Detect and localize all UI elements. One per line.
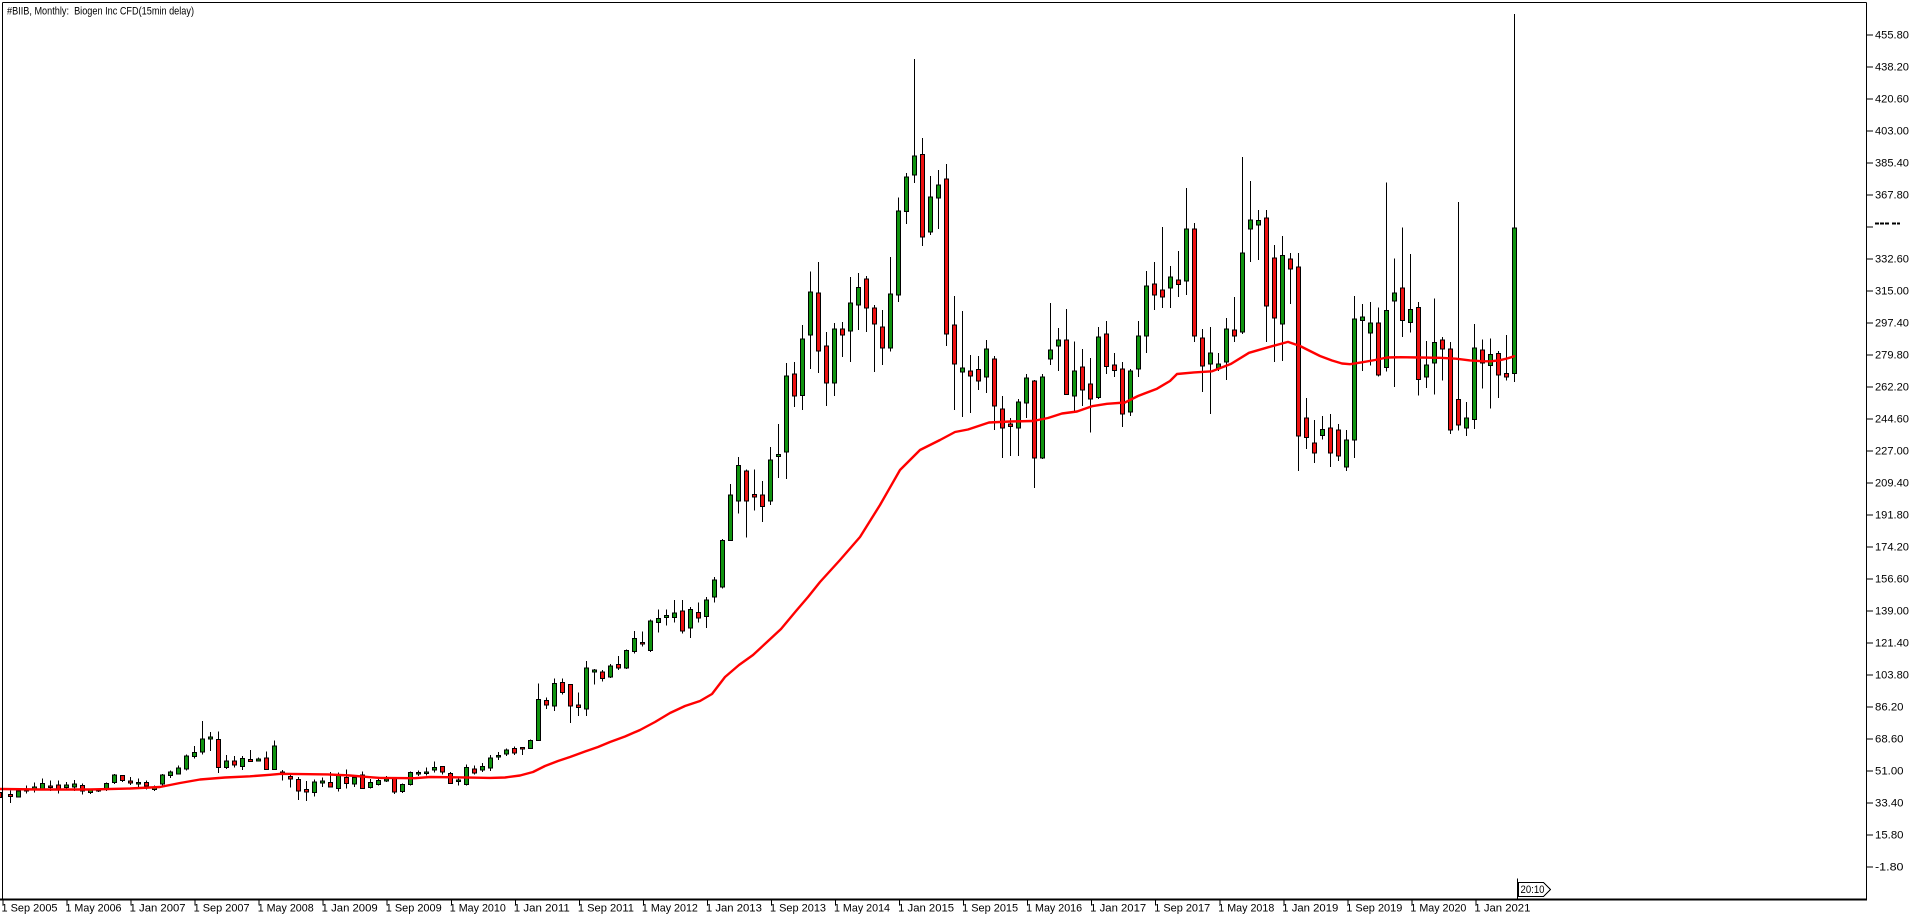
svg-text:15.80: 15.80	[1875, 830, 1904, 842]
svg-text:420.60: 420.60	[1875, 94, 1909, 106]
svg-text:51.00: 51.00	[1875, 766, 1904, 778]
svg-text:1 Jan 2021: 1 Jan 2021	[1474, 903, 1530, 915]
svg-text:279.80: 279.80	[1875, 350, 1909, 362]
svg-text:20:10: 20:10	[1521, 884, 1545, 896]
svg-text:174.20: 174.20	[1875, 542, 1909, 554]
svg-text:68.60: 68.60	[1875, 734, 1904, 746]
svg-text:367.80: 367.80	[1875, 190, 1909, 202]
svg-text:1 Sep 2009: 1 Sep 2009	[386, 903, 442, 915]
svg-text:1 Jan 2011: 1 Jan 2011	[514, 903, 570, 915]
svg-text:86.20: 86.20	[1875, 702, 1904, 714]
svg-text:315.00: 315.00	[1875, 286, 1909, 298]
svg-text:385.40: 385.40	[1875, 158, 1909, 170]
svg-text:438.20: 438.20	[1875, 62, 1909, 74]
svg-text:1 Jan 2007: 1 Jan 2007	[130, 903, 186, 915]
svg-text:455.80: 455.80	[1875, 30, 1909, 42]
svg-text:297.40: 297.40	[1875, 318, 1909, 330]
svg-text:1 May 2020: 1 May 2020	[1410, 903, 1466, 915]
svg-text:1 Sep 2011: 1 Sep 2011	[578, 903, 634, 915]
svg-text:209.40: 209.40	[1875, 478, 1909, 490]
svg-text:1 Jan 2019: 1 Jan 2019	[1282, 903, 1338, 915]
svg-text:1 May 2008: 1 May 2008	[258, 903, 314, 915]
svg-text:#BIIB, Monthly: Biogen Inc CF: #BIIB, Monthly: Biogen Inc CFD(15min del…	[7, 6, 194, 18]
svg-text:1 Sep 2007: 1 Sep 2007	[194, 903, 250, 915]
svg-text:332.60: 332.60	[1875, 254, 1909, 266]
svg-text:121.40: 121.40	[1875, 638, 1909, 650]
svg-text:1 May 2014: 1 May 2014	[834, 903, 890, 915]
svg-text:-1.80: -1.80	[1875, 862, 1904, 874]
svg-text:1 Jan 2013: 1 Jan 2013	[706, 903, 762, 915]
svg-text:1 Sep 2015: 1 Sep 2015	[962, 903, 1018, 915]
svg-text:1 May 2012: 1 May 2012	[642, 903, 698, 915]
svg-text:1 Jan 2015: 1 Jan 2015	[898, 903, 954, 915]
svg-text:1 Sep 2005: 1 Sep 2005	[2, 903, 58, 915]
svg-text:191.80: 191.80	[1875, 510, 1909, 522]
svg-text:1 Jan 2009: 1 Jan 2009	[322, 903, 378, 915]
svg-text:103.80: 103.80	[1875, 670, 1909, 682]
svg-text:1 May 2016: 1 May 2016	[1026, 903, 1082, 915]
svg-text:33.40: 33.40	[1875, 798, 1904, 810]
svg-text:1 Sep 2013: 1 Sep 2013	[770, 903, 826, 915]
svg-text:244.60: 244.60	[1875, 414, 1909, 426]
svg-text:227.00: 227.00	[1875, 446, 1909, 458]
svg-text:1 Sep 2017: 1 Sep 2017	[1154, 903, 1210, 915]
svg-text:139.00: 139.00	[1875, 606, 1909, 618]
svg-text:1 May 2018: 1 May 2018	[1218, 903, 1274, 915]
svg-text:262.20: 262.20	[1875, 382, 1909, 394]
svg-text:1 May 2010: 1 May 2010	[450, 903, 506, 915]
svg-text:1 May 2006: 1 May 2006	[66, 903, 122, 915]
svg-text:156.60: 156.60	[1875, 574, 1909, 586]
svg-text:1 Sep 2019: 1 Sep 2019	[1346, 903, 1402, 915]
svg-text:403.00: 403.00	[1875, 126, 1909, 138]
svg-text:1 Jan 2017: 1 Jan 2017	[1090, 903, 1146, 915]
